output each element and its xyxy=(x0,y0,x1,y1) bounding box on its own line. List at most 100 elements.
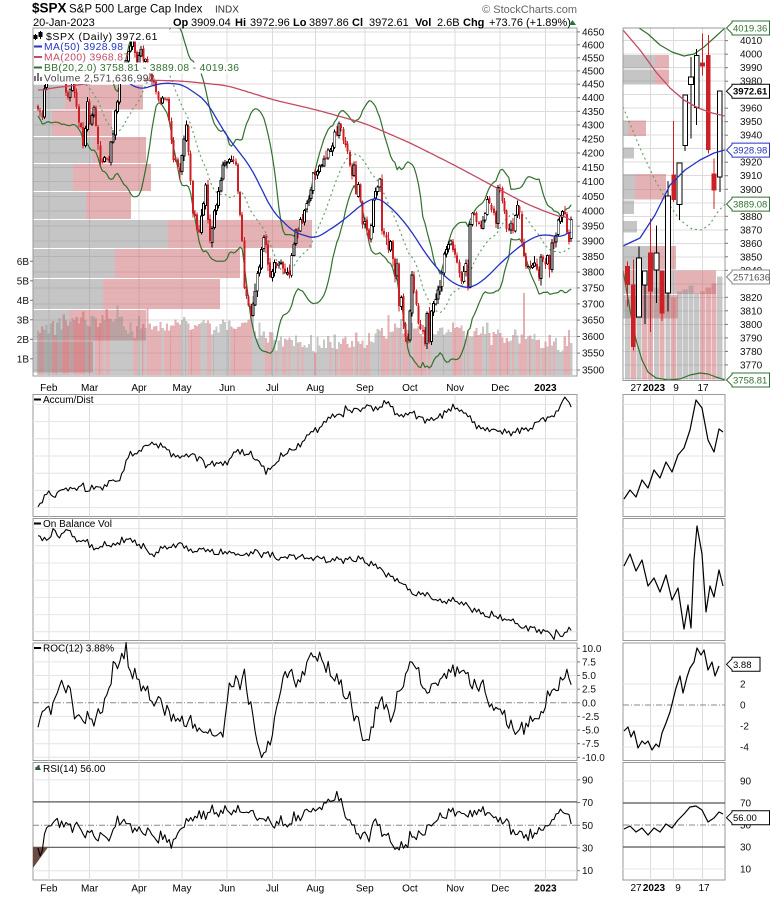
svg-text:Apr: Apr xyxy=(131,884,147,895)
svg-text:3910: 3910 xyxy=(740,171,763,182)
svg-text:Feb: Feb xyxy=(40,383,58,394)
svg-text:1B: 1B xyxy=(17,354,30,365)
svg-text:90: 90 xyxy=(740,777,752,788)
svg-text:Nov: Nov xyxy=(446,383,464,394)
svg-text:4250: 4250 xyxy=(582,135,605,146)
svg-text:Accum/Dist: Accum/Dist xyxy=(43,395,94,406)
svg-text:3889.08: 3889.08 xyxy=(733,200,767,211)
svg-text:17: 17 xyxy=(697,383,709,394)
svg-text:3940: 3940 xyxy=(740,131,763,142)
svg-text:4050: 4050 xyxy=(582,192,605,203)
svg-text:17: 17 xyxy=(698,883,710,894)
svg-text:4019.36: 4019.36 xyxy=(733,24,767,35)
svg-text:3900: 3900 xyxy=(582,237,605,248)
svg-text:30: 30 xyxy=(740,843,752,854)
svg-text:3820: 3820 xyxy=(740,293,763,304)
svg-text:May: May xyxy=(173,383,192,394)
svg-text:3770: 3770 xyxy=(740,360,763,371)
svg-text:0.0: 0.0 xyxy=(582,698,596,709)
svg-text:2023: 2023 xyxy=(643,883,666,894)
svg-text:4600: 4600 xyxy=(582,40,605,51)
svg-text:Sep: Sep xyxy=(356,383,374,394)
svg-text:30: 30 xyxy=(582,844,594,855)
svg-text:3500: 3500 xyxy=(582,366,605,377)
svg-text:+73.76 (+1.89%): +73.76 (+1.89%) xyxy=(489,17,571,29)
svg-text:70: 70 xyxy=(582,798,594,809)
svg-text:3850: 3850 xyxy=(740,252,763,263)
svg-text:Op: Op xyxy=(173,17,189,29)
svg-text:ROC(12) 3.88%: ROC(12) 3.88% xyxy=(43,644,114,655)
svg-text:4000: 4000 xyxy=(740,50,763,61)
svg-text:2: 2 xyxy=(740,680,746,691)
svg-text:4010: 4010 xyxy=(740,36,763,47)
svg-text:Jun: Jun xyxy=(219,884,235,895)
svg-text:3980: 3980 xyxy=(740,77,763,88)
svg-text:Jul: Jul xyxy=(266,383,279,394)
svg-text:4300: 4300 xyxy=(582,121,605,132)
svg-text:2B: 2B xyxy=(17,335,30,346)
svg-text:20-Jan-2023: 20-Jan-2023 xyxy=(33,17,95,29)
svg-text:Lo: Lo xyxy=(293,17,307,29)
svg-text:4200: 4200 xyxy=(582,149,605,160)
svg-text:50: 50 xyxy=(582,821,594,832)
svg-text:Nov: Nov xyxy=(446,884,464,895)
svg-text:Apr: Apr xyxy=(131,383,147,394)
svg-text:10.0: 10.0 xyxy=(582,644,602,655)
svg-text:9: 9 xyxy=(675,883,681,894)
svg-text:27: 27 xyxy=(630,383,642,394)
svg-text:Aug: Aug xyxy=(306,383,324,394)
svg-text:Jul: Jul xyxy=(266,884,279,895)
svg-text:2.5: 2.5 xyxy=(582,685,596,696)
svg-text:Aug: Aug xyxy=(306,884,324,895)
svg-text:3972.61: 3972.61 xyxy=(733,87,768,98)
svg-text:3780: 3780 xyxy=(740,347,763,358)
svg-text:-2.5: -2.5 xyxy=(582,712,600,723)
svg-text:4550: 4550 xyxy=(582,53,605,64)
svg-text:3810: 3810 xyxy=(740,306,763,317)
svg-text:4B: 4B xyxy=(17,296,30,307)
svg-text:On Balance Vol: On Balance Vol xyxy=(43,519,112,530)
svg-text:4500: 4500 xyxy=(582,66,605,77)
svg-text:3972.61: 3972.61 xyxy=(369,17,409,29)
svg-text:Sep: Sep xyxy=(356,884,374,895)
svg-text:RSI(14) 56.00: RSI(14) 56.00 xyxy=(43,764,106,775)
svg-text:3900: 3900 xyxy=(740,185,763,196)
svg-text:3750: 3750 xyxy=(582,283,605,294)
svg-text:Jun: Jun xyxy=(219,383,235,394)
svg-text:MA(200) 3968.87: MA(200) 3968.87 xyxy=(44,53,130,64)
svg-text:3860: 3860 xyxy=(740,239,763,250)
svg-text:-10.0: -10.0 xyxy=(582,753,605,764)
svg-text:Vol: Vol xyxy=(415,17,431,29)
svg-text:3880: 3880 xyxy=(740,212,763,223)
svg-text:3920: 3920 xyxy=(740,158,763,169)
svg-text:3550: 3550 xyxy=(582,349,605,360)
svg-text:3800: 3800 xyxy=(582,268,605,279)
svg-text:3600: 3600 xyxy=(582,332,605,343)
svg-text:56.00: 56.00 xyxy=(733,813,757,824)
svg-text:10: 10 xyxy=(582,866,594,877)
svg-text:3850: 3850 xyxy=(582,252,605,263)
svg-text:3950: 3950 xyxy=(582,222,605,233)
svg-text:3790: 3790 xyxy=(740,333,763,344)
svg-text:-5.0: -5.0 xyxy=(582,726,600,737)
svg-text:3870: 3870 xyxy=(740,225,763,236)
svg-text:$SPX: $SPX xyxy=(32,1,67,16)
svg-text:Chg: Chg xyxy=(463,17,484,29)
svg-text:Dec: Dec xyxy=(491,383,509,394)
svg-text:$SPX (Daily) 3972.61: $SPX (Daily) 3972.61 xyxy=(46,31,158,43)
svg-text:50: 50 xyxy=(740,821,752,832)
svg-text:Oct: Oct xyxy=(402,884,418,895)
svg-text:5.0: 5.0 xyxy=(582,671,596,682)
svg-text:-2: -2 xyxy=(740,722,749,733)
svg-text:Hi: Hi xyxy=(235,17,246,29)
svg-text:3950: 3950 xyxy=(740,117,763,128)
svg-text:3897.86: 3897.86 xyxy=(309,17,349,29)
svg-text:S&P 500 Large Cap Index: S&P 500 Large Cap Index xyxy=(69,4,203,16)
svg-text:3909.04: 3909.04 xyxy=(191,17,231,29)
svg-text:Dec: Dec xyxy=(491,884,509,895)
svg-text:4350: 4350 xyxy=(582,107,605,118)
svg-text:9: 9 xyxy=(673,383,679,394)
svg-text:5B: 5B xyxy=(17,276,30,287)
svg-text:4450: 4450 xyxy=(582,80,605,91)
svg-text:4650: 4650 xyxy=(582,27,605,38)
